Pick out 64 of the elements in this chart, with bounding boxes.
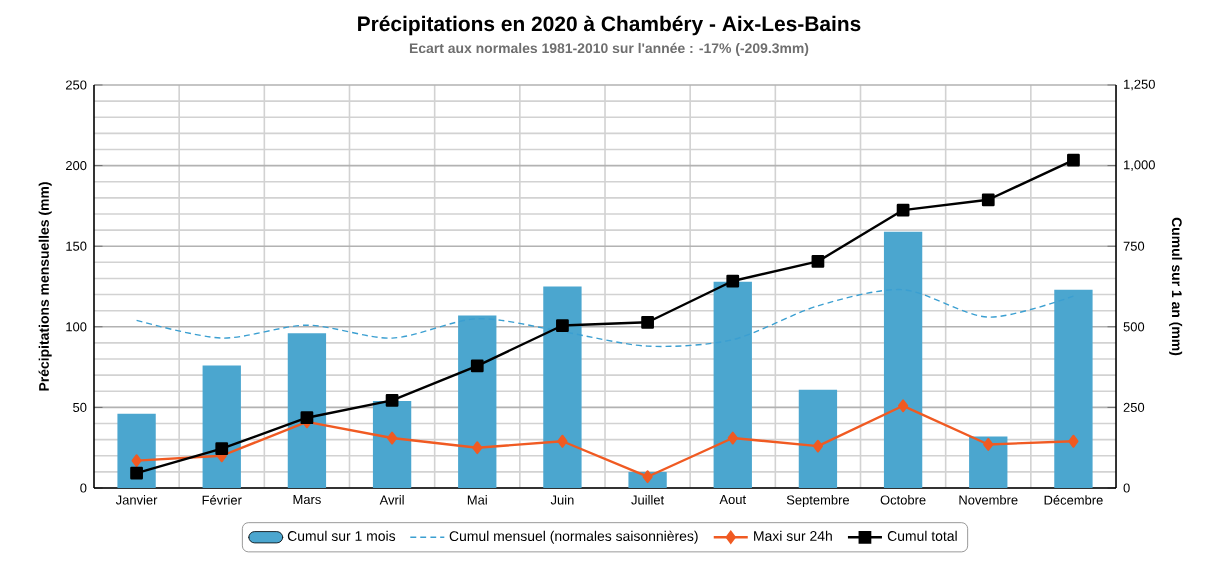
x-tick-label: Décembre bbox=[1044, 495, 1103, 505]
y-tick-label: 50 bbox=[73, 402, 87, 412]
bar bbox=[969, 436, 1008, 488]
legend-label: Cumul sur 1 mois bbox=[287, 530, 396, 541]
point bbox=[300, 411, 314, 425]
x-tick-label: Octobre bbox=[880, 495, 926, 505]
y2-tick-label: 750 bbox=[1123, 241, 1145, 251]
x-tick-label: Janvier bbox=[115, 495, 158, 505]
y2-axis-title: Cumul sur 1 an (mm) bbox=[1169, 217, 1183, 356]
x-tick-label: Mai bbox=[467, 495, 487, 505]
y2-tick-label: 500 bbox=[1123, 322, 1145, 332]
y2-tick-label: 0 bbox=[1123, 483, 1130, 493]
bar bbox=[1054, 289, 1093, 488]
y-tick-label: 200 bbox=[66, 161, 87, 171]
x-tick-label: Février bbox=[202, 495, 242, 505]
y-tick-label: 150 bbox=[66, 241, 87, 251]
point bbox=[812, 439, 824, 453]
point bbox=[1068, 434, 1079, 448]
y-tick-label: 250 bbox=[66, 80, 87, 90]
legend-label: Maxi sur 24h bbox=[754, 530, 832, 541]
chart-subtitle: Ecart aux normales 1981-2010 sur l'année : -17% (-209.3mm) bbox=[409, 42, 809, 56]
point bbox=[981, 193, 995, 207]
y2-tick-label: 1,250 bbox=[1124, 79, 1155, 91]
point bbox=[472, 441, 483, 455]
x-tick-label: Juin bbox=[550, 495, 574, 505]
chart-title: Précipitations en 2020 à Chambéry - Aix-Les-Bains bbox=[358, 15, 861, 36]
legend-label: Cumul total bbox=[887, 530, 957, 541]
point bbox=[898, 399, 909, 413]
point bbox=[385, 393, 399, 407]
bar bbox=[372, 400, 412, 488]
point bbox=[556, 319, 569, 332]
y-tick-label: 100 bbox=[66, 322, 87, 332]
x-tick-label: Avril bbox=[379, 495, 404, 505]
point bbox=[983, 438, 994, 451]
bar bbox=[458, 315, 497, 488]
bar bbox=[798, 389, 838, 488]
x-tick-label: Juillet bbox=[631, 495, 665, 505]
x-tick-label: Novembre bbox=[959, 495, 1018, 505]
x-tick-label: Aout bbox=[719, 495, 746, 505]
bar bbox=[287, 333, 327, 488]
point bbox=[896, 203, 910, 217]
point bbox=[811, 254, 825, 268]
point bbox=[131, 454, 142, 467]
y-axis-title: Précipitations mensuelles (mm) bbox=[38, 182, 52, 391]
point bbox=[130, 466, 143, 480]
legend-label: Cumul mensuel (normales saisonnières) bbox=[449, 530, 698, 544]
point bbox=[726, 274, 740, 288]
bar bbox=[543, 286, 582, 488]
point bbox=[1067, 153, 1080, 167]
y-tick-label: 0 bbox=[80, 483, 87, 493]
bar bbox=[202, 365, 241, 488]
y2-tick-label: 1,000 bbox=[1124, 160, 1155, 171]
line-series bbox=[135, 288, 1075, 348]
x-tick-label: Mars bbox=[293, 495, 321, 505]
y2-tick-label: 250 bbox=[1123, 402, 1145, 412]
point bbox=[470, 359, 484, 373]
point bbox=[387, 431, 398, 445]
point bbox=[215, 442, 229, 456]
bar bbox=[883, 231, 923, 488]
x-tick-label: Septembre bbox=[786, 495, 850, 508]
bar bbox=[713, 281, 752, 488]
point bbox=[641, 315, 654, 329]
point bbox=[727, 431, 738, 445]
point bbox=[557, 434, 568, 448]
